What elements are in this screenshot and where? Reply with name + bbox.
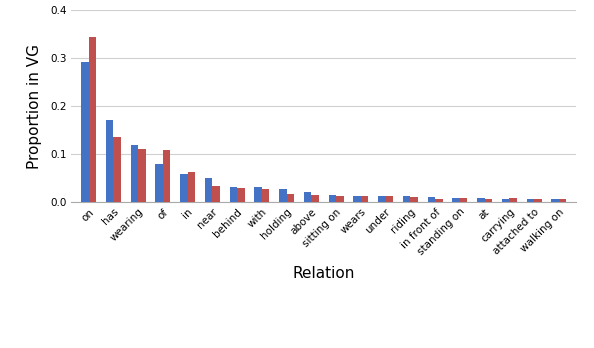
Bar xyxy=(188,172,195,202)
Bar xyxy=(460,198,467,202)
Bar xyxy=(180,174,188,202)
Bar xyxy=(378,196,386,202)
Bar xyxy=(435,199,443,202)
Bar xyxy=(353,196,361,202)
Bar xyxy=(527,199,534,202)
Bar xyxy=(230,188,237,202)
Bar xyxy=(304,192,311,202)
Bar xyxy=(81,62,89,202)
Bar xyxy=(502,199,510,202)
Bar xyxy=(279,189,286,202)
Bar xyxy=(386,196,393,202)
Bar xyxy=(138,149,146,202)
Bar xyxy=(477,198,485,202)
Bar xyxy=(262,189,269,202)
Legend: Train, Test: Train, Test xyxy=(264,347,383,348)
Bar xyxy=(534,199,542,202)
Bar xyxy=(205,178,213,202)
Bar xyxy=(485,199,492,202)
Bar xyxy=(403,196,410,202)
Bar xyxy=(361,196,368,202)
Bar xyxy=(113,137,121,202)
Bar xyxy=(163,150,170,202)
Bar xyxy=(89,37,96,202)
X-axis label: Relation: Relation xyxy=(292,266,355,281)
Y-axis label: Proportion in VG: Proportion in VG xyxy=(27,44,42,169)
Bar xyxy=(237,189,245,202)
Bar xyxy=(559,199,566,202)
Bar xyxy=(453,198,460,202)
Bar xyxy=(328,195,336,202)
Bar xyxy=(213,185,220,202)
Bar xyxy=(336,196,343,202)
Bar xyxy=(428,197,435,202)
Bar xyxy=(311,195,319,202)
Bar xyxy=(106,120,113,202)
Bar xyxy=(156,164,163,202)
Bar xyxy=(286,194,294,202)
Bar xyxy=(510,198,517,202)
Bar xyxy=(254,188,262,202)
Bar xyxy=(410,197,418,202)
Bar xyxy=(551,199,559,202)
Bar xyxy=(131,145,138,202)
